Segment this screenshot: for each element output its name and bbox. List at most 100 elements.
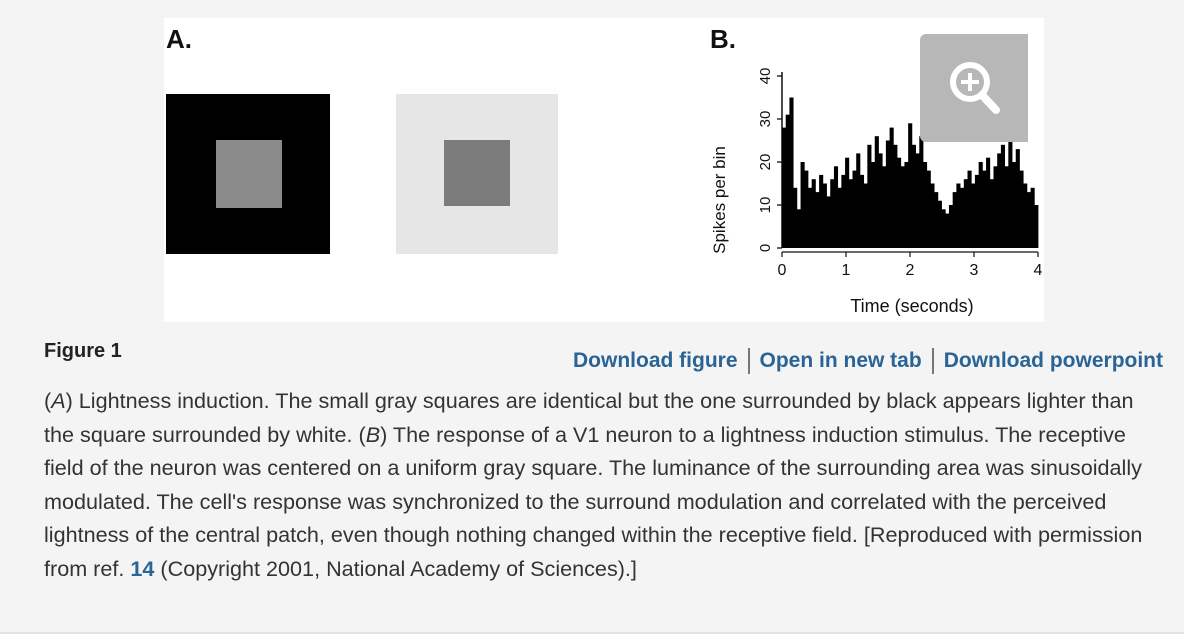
histogram-bar [804,170,809,248]
x-tick-label: 2 [906,262,915,279]
histogram-bar [1012,162,1017,248]
histogram-bar [919,136,924,248]
histogram-bar [956,183,961,248]
white-surround-square [396,94,558,254]
panel-a-label: A. [166,24,192,54]
x-tick-label: 1 [842,262,851,279]
gray-center-square-right [444,140,510,206]
histogram-bar [867,144,872,248]
histogram-bar [856,153,861,248]
histogram-bar [785,114,790,248]
histogram-bar [837,187,842,248]
histogram-bar [911,144,916,248]
histogram-bar [882,166,887,248]
histogram-bar [1008,140,1013,248]
gray-center-square-left [216,140,282,208]
histogram-bar [1004,166,1009,248]
histogram-bar [986,157,991,248]
download-powerpoint-link[interactable]: Download powerpoint [943,349,1163,372]
histogram-bar [789,97,794,248]
y-tick-label: 20 [757,154,774,171]
caption-text-3: (Copyright 2001, National Academy of Sci… [154,555,637,581]
histogram-bar [908,123,913,248]
histogram-bar [811,179,816,248]
figure-links: Download figure Open in new tab Download… [573,348,1163,374]
histogram-bar [871,162,876,248]
histogram-bar [997,153,1002,248]
histogram-bar [859,174,865,248]
panel-b-label: B. [710,24,736,54]
histogram-bar [796,209,801,248]
figure-caption: (A) Lightness induction. The small gray … [44,388,1143,581]
histogram-bar [967,170,972,248]
link-divider [931,348,934,374]
histogram-bar [885,140,890,248]
x-tick-label: 3 [970,262,979,279]
link-divider [747,348,750,374]
x-tick-label: 4 [1034,262,1043,279]
histogram-bar [904,162,909,248]
y-tick-label: 10 [757,197,774,214]
caption-text-1: ) Lightness induction. The small gray sq… [44,388,1134,447]
histogram-bar [848,179,853,248]
histogram-bar [833,166,839,248]
histogram-bar [852,170,857,248]
histogram-bar [926,170,931,248]
histogram-bar [941,209,946,248]
histogram-bar [960,187,965,248]
histogram-bar [922,162,928,248]
histogram-bar [897,157,902,248]
figure-title: Figure 1 [44,340,122,362]
histogram-bar [1015,149,1020,248]
histogram-bar [826,196,831,248]
x-tick-label: 0 [778,262,787,279]
histogram-bar [915,153,920,248]
histogram-bar [1030,187,1035,248]
histogram-bar [982,170,987,248]
histogram-bar [874,136,879,248]
black-surround-square [166,94,330,254]
histogram-bar [1023,183,1028,248]
histogram-bar [993,166,998,248]
spike-histogram: Spikes per bin 0 10 20 30 40 0 1 2 3 4 Time (sec… [710,68,1043,316]
histogram-bar [1026,192,1031,248]
caption-text-2: ) The response of a V1 neuron to a light… [44,421,1143,581]
histogram-bar [893,144,898,248]
histogram-bar [889,127,894,248]
histogram-bar [807,187,813,248]
zoom-button[interactable] [920,34,1028,142]
histogram-bar [1000,144,1006,248]
histogram-bar [948,205,954,248]
histogram-bar [900,166,905,248]
histogram-bar [819,174,824,248]
histogram-bar [978,162,983,248]
histogram-bar [934,192,939,248]
y-tick-label: 30 [757,111,774,128]
histogram-bar [989,179,994,248]
histogram-bar [782,127,787,248]
open-new-tab-link[interactable]: Open in new tab [759,349,922,372]
zoom-in-icon [950,62,1000,114]
x-axis-label: Time (seconds) [850,296,973,316]
histogram-bar [793,187,798,248]
histogram-bar [841,174,846,248]
histogram-bar [974,174,980,248]
histogram-bar [815,192,820,248]
histogram-bar [800,162,805,248]
histogram-bar [1019,170,1024,248]
histogram-bar [963,179,968,248]
y-tick-label: 0 [757,244,774,252]
histogram-bar [952,192,957,248]
histogram-bar [863,183,868,248]
y-axis-label: Spikes per bin [710,146,729,254]
histogram-bar [971,183,976,248]
reference-link[interactable]: 14 [130,555,155,581]
histogram-bar [830,179,835,248]
histogram-bar [1034,205,1039,248]
caption-a-tag: A [51,388,66,413]
histogram-bar [845,157,850,248]
y-tick-label: 40 [757,68,774,85]
caption-b-tag: B [365,421,381,447]
download-figure-link[interactable]: Download figure [573,349,738,372]
